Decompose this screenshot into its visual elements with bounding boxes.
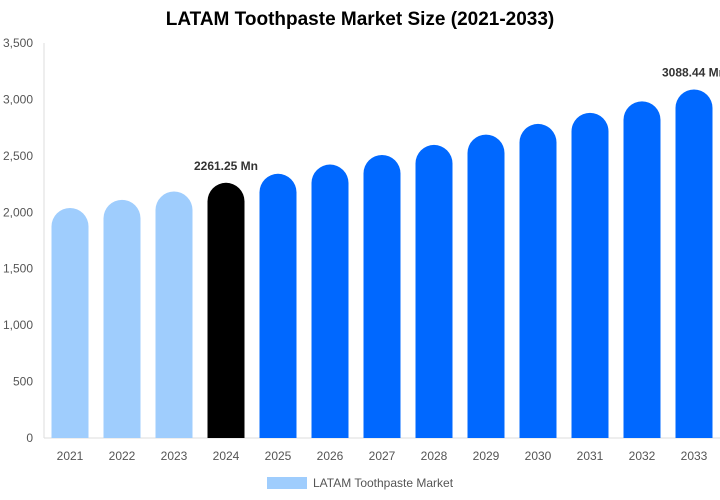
x-tick-label: 2028 <box>421 449 448 463</box>
y-tick-label: 1,500 <box>3 262 33 276</box>
bar-2031 <box>571 112 609 438</box>
x-tick-label: 2030 <box>525 449 552 463</box>
x-tick-label: 2023 <box>161 449 188 463</box>
x-tick-label: 2025 <box>265 449 292 463</box>
bar-2033 <box>675 89 713 438</box>
legend[interactable]: LATAM Toothpaste Market <box>0 476 720 490</box>
bar-chart: 0 500 1,000 1,500 2,000 2,500 3,000 3,500 2021 20… <box>3 36 720 463</box>
x-tick-label: 2033 <box>681 449 708 463</box>
x-tick-label: 2031 <box>577 449 604 463</box>
x-tick-label: 2027 <box>369 449 396 463</box>
bar-2023 <box>155 191 193 438</box>
bar-2026 <box>311 164 349 438</box>
bar-2024 <box>207 182 245 438</box>
y-tick-label: 3,500 <box>3 36 33 50</box>
bar-2022 <box>103 199 141 438</box>
y-tick-label: 2,000 <box>3 205 33 219</box>
y-tick-label: 0 <box>26 431 33 445</box>
x-tick-label: 2021 <box>57 449 84 463</box>
bar-2030 <box>519 123 557 438</box>
y-tick-label: 1,000 <box>3 318 33 332</box>
bar-2028 <box>415 144 453 438</box>
y-tick-label: 3,000 <box>3 92 33 106</box>
bar-2029 <box>467 134 505 438</box>
y-tick-label: 500 <box>13 375 33 389</box>
bar-2032 <box>623 101 661 438</box>
x-tick-label: 2024 <box>213 449 240 463</box>
x-tick-label: 2026 <box>317 449 344 463</box>
data-label-2024: 2261.25 Mn <box>194 159 258 173</box>
x-tick-label: 2032 <box>629 449 656 463</box>
y-tick-label: 2,500 <box>3 149 33 163</box>
bar-2021 <box>51 207 89 438</box>
bar-2027 <box>363 154 401 439</box>
x-tick-label: 2029 <box>473 449 500 463</box>
legend-label: LATAM Toothpaste Market <box>312 476 454 490</box>
data-label-2033: 3088.44 Mn <box>662 65 720 79</box>
bar-2025 <box>259 173 297 438</box>
legend-swatch <box>266 477 307 489</box>
x-tick-label: 2022 <box>109 449 136 463</box>
chart-title: LATAM Toothpaste Market Size (2021-2033) <box>165 9 555 30</box>
